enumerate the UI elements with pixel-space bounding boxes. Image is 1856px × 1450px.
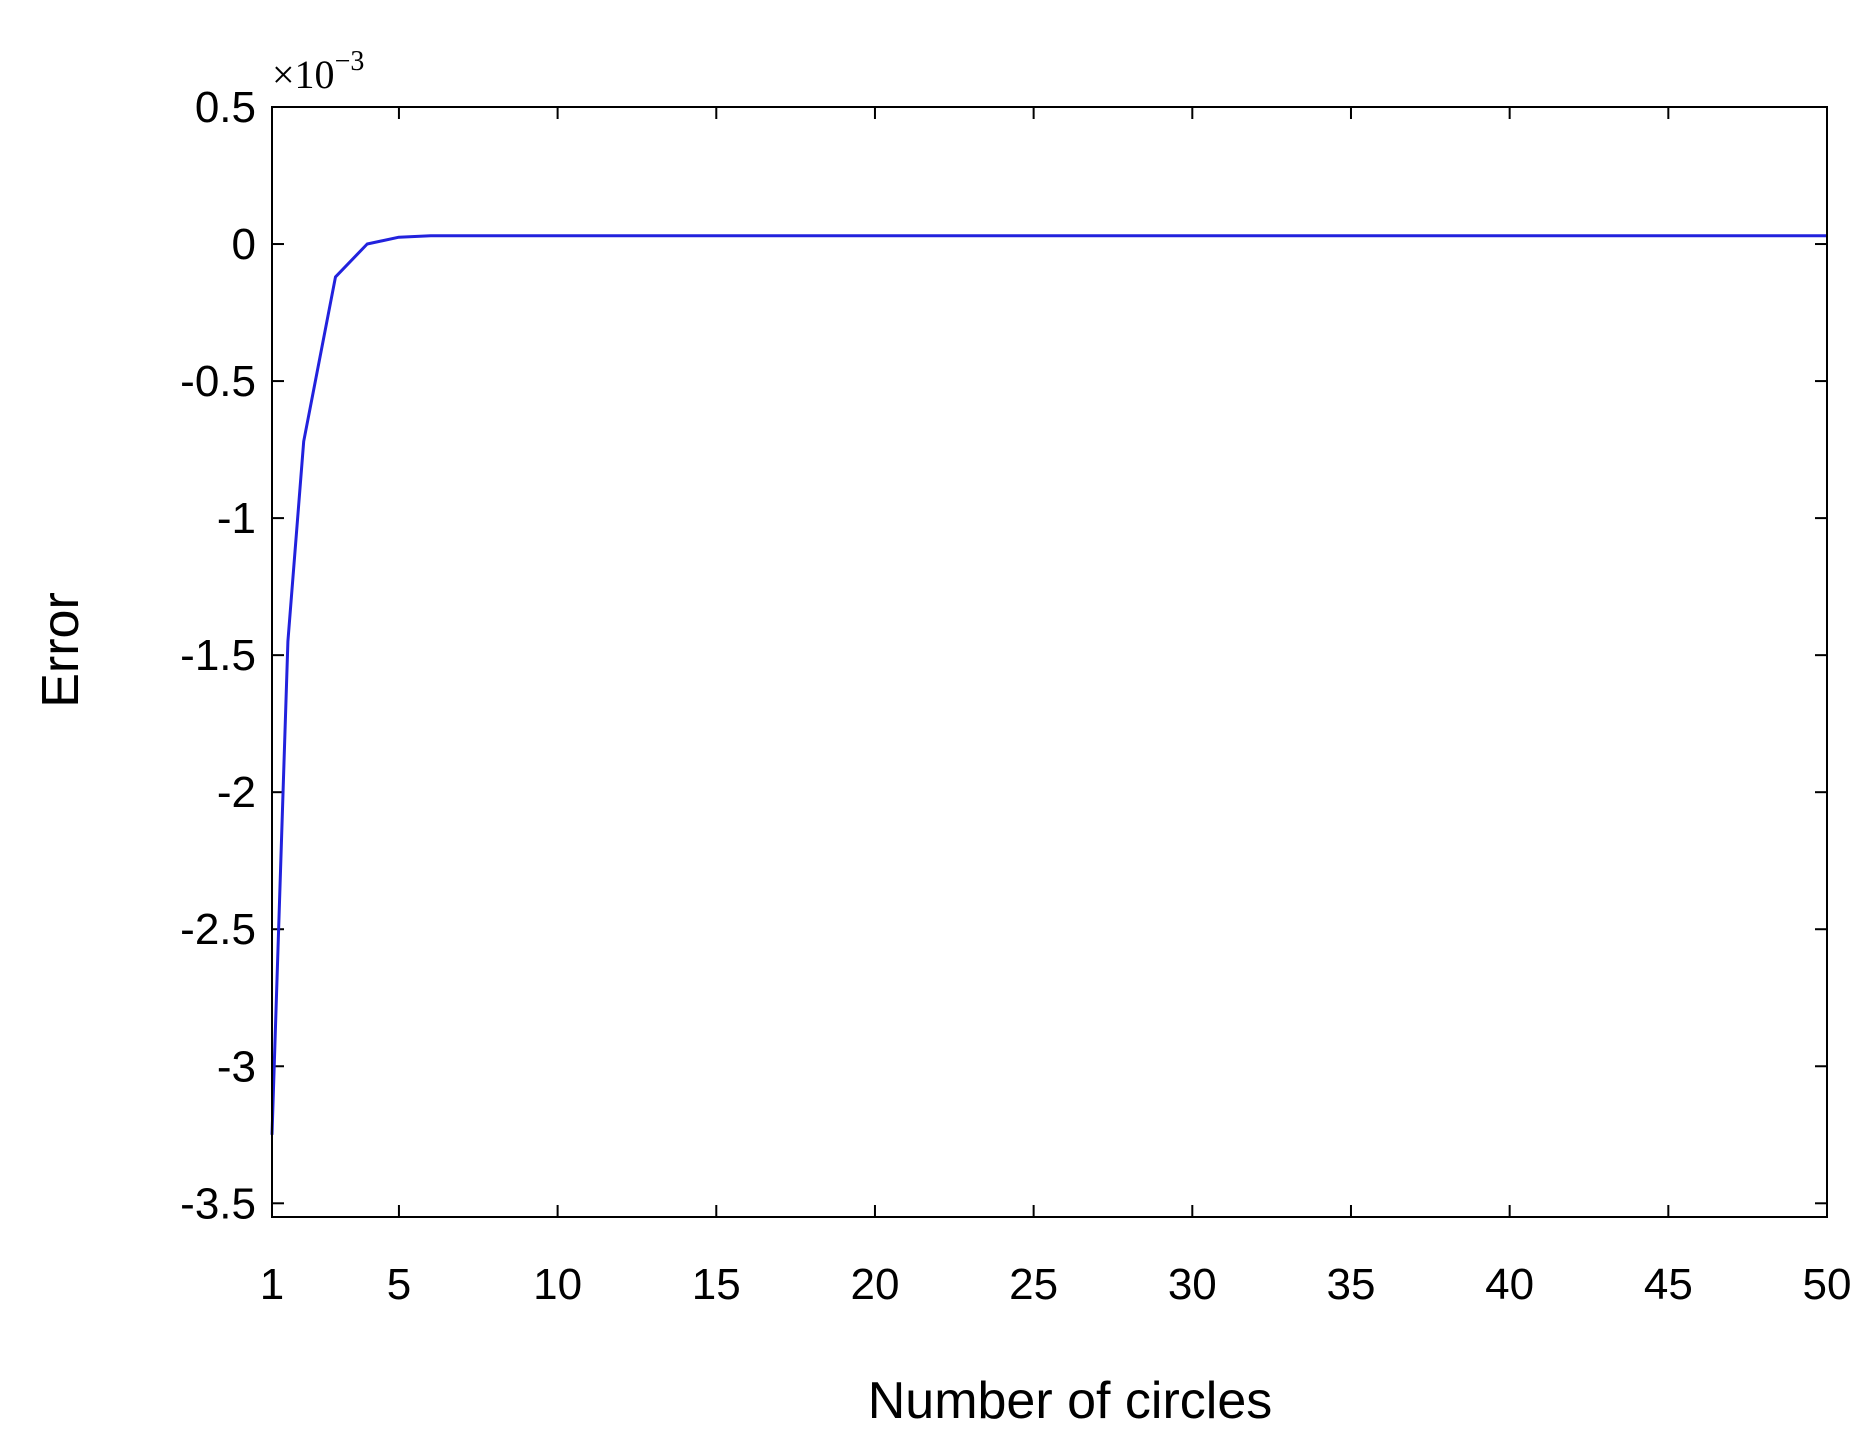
x-tick-label: 15: [692, 1260, 741, 1309]
x-tick-label: 35: [1327, 1260, 1376, 1309]
y-tick-label: -2.5: [180, 905, 256, 954]
series-lines: [270, 234, 1827, 1135]
x-tick-label: 40: [1485, 1260, 1534, 1309]
x-tick-labels: 1 5 10 15 20 25 30 35 40 45 50: [260, 1260, 1852, 1309]
y-multiplier-exponent: −3: [335, 46, 365, 77]
y-tick-label: 0: [232, 220, 256, 269]
y-multiplier-base: ×10: [272, 52, 335, 97]
y-tick-label: -1.5: [180, 631, 256, 680]
x-tick-label: 10: [533, 1260, 582, 1309]
x-tick-label: 45: [1644, 1260, 1693, 1309]
y-multiplier: ×10−3: [272, 46, 364, 97]
error-series-line: [270, 234, 1827, 1135]
y-tick-label: -3.5: [180, 1179, 256, 1228]
plot-frame: [271, 106, 1828, 1218]
x-tick-label: 25: [1009, 1260, 1058, 1309]
x-tick-label: 1: [260, 1260, 284, 1309]
x-tick-label: 50: [1803, 1260, 1852, 1309]
y-tick-label: -2: [217, 768, 256, 817]
x-tick-label: 20: [850, 1260, 899, 1309]
y-tick-labels: 0.5 0 -0.5 -1 -1.5 -2 -2.5 -3 -3.5: [180, 83, 256, 1228]
y-tick-label: -0.5: [180, 357, 256, 406]
x-axis-title: Number of circles: [868, 1372, 1273, 1430]
x-tick-label: 5: [387, 1260, 411, 1309]
y-axis-title: Error: [32, 592, 90, 708]
y-tick-label: -3: [217, 1042, 256, 1091]
x-tick-label: 30: [1168, 1260, 1217, 1309]
tick-marks: [271, 106, 1828, 1217]
y-tick-label: -1: [217, 494, 256, 543]
y-tick-label: 0.5: [195, 83, 256, 132]
